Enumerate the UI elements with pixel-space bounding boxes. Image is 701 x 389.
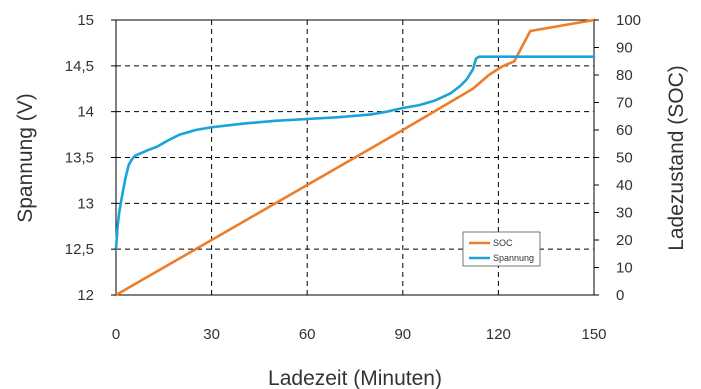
y-right-axis-ticks: 0 10 20 30 40 50 60 70 80 90 100 (594, 12, 641, 304)
y-right-tick-label: 0 (616, 287, 624, 304)
y-right-tick-label: 70 (616, 95, 633, 112)
series-line-spannung (114, 55, 596, 251)
x-tick-label: 150 (581, 326, 606, 343)
x-tick-label: 60 (299, 326, 316, 343)
y-left-tick-label: 12 (77, 287, 94, 304)
y-left-tick-label: 12,5 (65, 241, 94, 258)
x-axis-ticks: 0 30 60 90 120 150 (112, 326, 607, 343)
y-right-axis-title: Ladezustand (SOC) (665, 65, 688, 251)
y-left-axis-title: Spannung (V) (14, 93, 37, 223)
x-tick-label: 90 (394, 326, 411, 343)
y-left-tick-label: 13,5 (65, 150, 94, 167)
x-axis-title: Ladezeit (Minuten) (268, 367, 442, 389)
y-right-tick-label: 80 (616, 67, 633, 84)
y-right-tick-label: 100 (616, 12, 641, 29)
series-line-soc (114, 18, 596, 297)
x-tick-label: 120 (486, 326, 511, 343)
y-right-tick-label: 10 (616, 260, 633, 277)
x-tick-label: 30 (203, 326, 220, 343)
y-right-tick-label: 40 (616, 177, 633, 194)
y-left-tick-label: 14 (77, 104, 94, 121)
legend-box (462, 231, 541, 267)
y-right-tick-label: 60 (616, 122, 633, 139)
legend-label-spannung: Spannung (493, 253, 534, 263)
legend: SOC Spannung (462, 231, 541, 267)
y-left-tick-label: 15 (77, 12, 94, 29)
series-layer (114, 18, 596, 297)
y-right-tick-label: 30 (616, 205, 633, 222)
legend-label-soc: SOC (493, 238, 513, 248)
y-left-tick-label: 14,5 (65, 58, 94, 75)
x-tick-label: 0 (112, 326, 120, 343)
y-right-tick-label: 20 (616, 232, 633, 249)
y-left-axis-ticks: 12 12,5 13 13,5 14 14,5 15 (65, 12, 116, 304)
y-left-tick-label: 13 (77, 195, 94, 212)
y-right-tick-label: 50 (616, 150, 633, 167)
y-right-tick-label: 90 (616, 40, 633, 57)
